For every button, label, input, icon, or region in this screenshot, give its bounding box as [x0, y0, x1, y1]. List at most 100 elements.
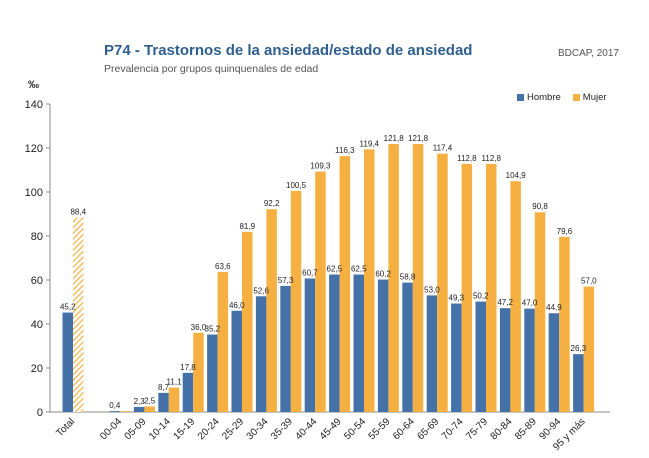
- data-label-mujer: 119,4: [360, 139, 380, 148]
- bar-hombre: [158, 392, 169, 412]
- data-label-mujer: 92,2: [264, 199, 280, 208]
- bar-mujer: [290, 190, 302, 412]
- bar-hombre: [207, 334, 218, 412]
- data-label-mujer: 109,3: [310, 162, 331, 171]
- data-label-hombre: 26,3: [571, 344, 587, 353]
- data-label-hombre: 60,2: [375, 270, 391, 279]
- bar-hombre: [255, 296, 267, 412]
- bar-hombre: [62, 312, 73, 412]
- data-label-hombre: 60,7: [302, 268, 318, 277]
- bar-hombre: [329, 274, 340, 412]
- bar-hombre: [280, 285, 291, 412]
- legend-label-mujer: Mujer: [582, 92, 607, 103]
- x-tick-label: 00-04: [98, 416, 124, 442]
- data-label-hombre: 2,3: [134, 397, 146, 406]
- x-tick-label: Total: [54, 416, 77, 439]
- x-tick-label: 65-69: [415, 416, 441, 442]
- legend-item-hombre: Hombre: [517, 92, 561, 103]
- y-tick-label: 140: [25, 99, 43, 111]
- data-label-hombre: 58,8: [400, 273, 416, 282]
- data-label-hombre: 62,5: [327, 265, 343, 274]
- data-label-hombre: 46,0: [229, 301, 245, 310]
- data-label-mujer: 36,0: [191, 323, 207, 332]
- y-tick-label: 80: [31, 231, 43, 243]
- data-label-mujer: 112,8: [457, 154, 477, 163]
- bar-hombre: [426, 295, 438, 412]
- bar-mujer: [339, 156, 351, 412]
- x-tick-label: 70-74: [440, 416, 466, 442]
- bar-hombre: [353, 274, 364, 412]
- bar-mujer: [364, 149, 375, 412]
- bar-mujer: [193, 332, 204, 412]
- bar-hombre: [182, 372, 194, 412]
- legend-item-mujer: Mujer: [572, 92, 607, 103]
- bar-mujer: [168, 387, 180, 412]
- data-label-hombre: 35,2: [205, 325, 221, 334]
- data-label-hombre: 53,0: [424, 285, 440, 294]
- bar-mujer: [388, 144, 399, 413]
- data-label-hombre: 52,6: [253, 286, 269, 295]
- bar-hombre: [475, 301, 486, 412]
- legend-label-hombre: Hombre: [527, 92, 561, 103]
- data-label-hombre: 17,8: [180, 363, 196, 372]
- bar-mujer: [534, 212, 546, 412]
- data-label-mujer: 2,5: [144, 397, 156, 406]
- legend-swatch-mujer: [572, 94, 580, 101]
- data-label-mujer: 63,6: [215, 262, 231, 271]
- data-label-mujer: 100,5: [286, 181, 307, 190]
- bar-mujer: [217, 272, 229, 412]
- x-tick-label: 10-14: [147, 416, 173, 442]
- chart-subtitle: Prevalencia por grupos quinquenales de e…: [104, 63, 319, 75]
- bar-mujer: [486, 163, 497, 412]
- x-tick-label: 20-24: [196, 416, 222, 442]
- bar-mujer: [144, 406, 155, 412]
- x-tick-label: 55-59: [367, 416, 393, 442]
- data-label-mujer: 112,8: [482, 154, 502, 163]
- data-label-hombre: 57,3: [278, 276, 294, 285]
- bar-mujer: [120, 411, 131, 412]
- x-tick-label: 80-84: [489, 416, 515, 442]
- x-tick-label: 75-79: [464, 416, 490, 442]
- data-label-mujer: 90,8: [532, 202, 548, 211]
- legend: Hombre Mujer: [517, 92, 619, 103]
- data-label-mujer: 79,6: [557, 227, 573, 236]
- source-label: BDCAP, 2017: [558, 48, 619, 59]
- bar-hombre: [304, 278, 316, 412]
- data-label-hombre: 62,5: [351, 265, 367, 274]
- bar-hombre: [451, 303, 462, 412]
- bar-hombre: [109, 411, 120, 412]
- bar-mujer: [461, 163, 473, 412]
- data-label-hombre: 50,2: [473, 292, 489, 301]
- data-label-hombre: 8,7: [158, 383, 170, 392]
- bar-hombre: [573, 354, 584, 412]
- x-tick-label: 30-34: [245, 416, 271, 442]
- data-label-hombre: 47,2: [497, 298, 513, 307]
- x-tick-label: 85-89: [513, 416, 539, 442]
- data-label-hombre: 47,0: [522, 299, 538, 308]
- bar-mujer: [437, 153, 448, 412]
- bar-mujer: [583, 286, 595, 412]
- data-label-mujer: 116,3: [335, 146, 355, 155]
- data-label-hombre: 45,2: [60, 303, 76, 312]
- legend-swatch-hombre: [517, 94, 524, 101]
- data-label-hombre: 0,4: [109, 401, 121, 410]
- bar-hombre: [499, 308, 511, 412]
- data-label-hombre: 44,9: [546, 303, 562, 312]
- y-tick-label: 100: [25, 187, 43, 199]
- bar-mujer: [266, 209, 277, 412]
- data-label-mujer: 88,4: [70, 208, 86, 217]
- data-label-mujer: 117,4: [433, 144, 453, 153]
- bar-mujer: [242, 231, 253, 412]
- bar-mujer: [510, 181, 521, 412]
- data-label-mujer: 121,8: [408, 134, 429, 143]
- bar-hombre: [231, 310, 242, 412]
- bar-hombre: [524, 308, 535, 412]
- bar-mujer: [412, 144, 424, 413]
- y-tick-label: 0: [37, 407, 43, 419]
- bar-mujer: [315, 171, 326, 412]
- y-tick-label: 20: [31, 363, 43, 375]
- data-label-mujer: 81,9: [239, 222, 255, 231]
- data-label-mujer: 57,0: [581, 277, 597, 286]
- bar-hombre: [133, 406, 145, 412]
